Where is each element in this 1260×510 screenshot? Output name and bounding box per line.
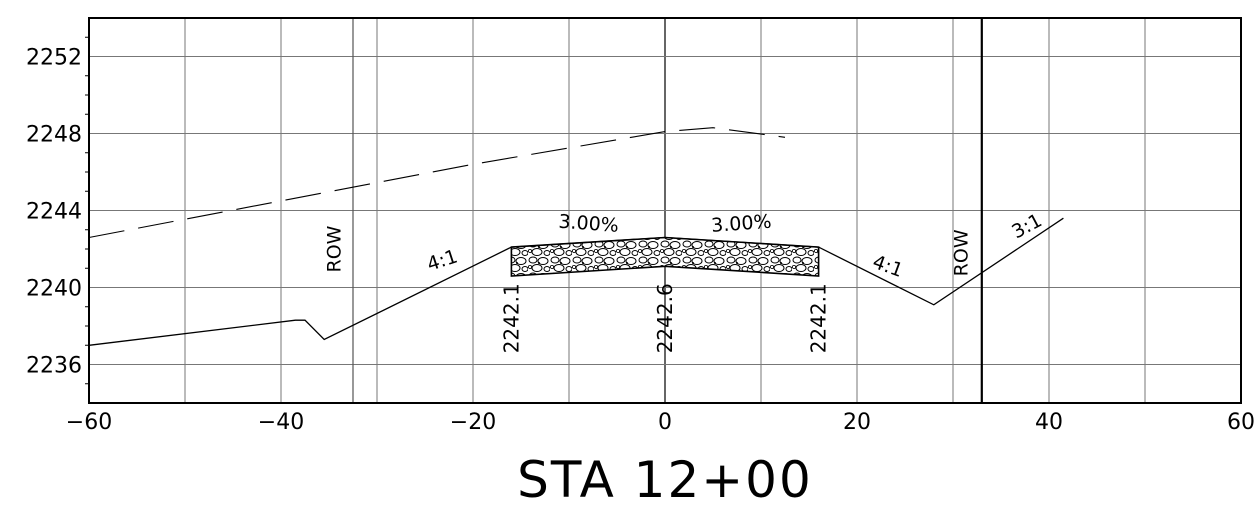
existing-ground-line: [88, 127, 786, 239]
plot-frame: [88, 17, 1242, 404]
y-tick-label: 2244: [26, 200, 82, 225]
proposed-section-line: [88, 217, 1064, 346]
elevation-label: 2242.6: [653, 283, 677, 353]
slope-label: 3:1: [1008, 209, 1045, 243]
x-tick-label: 20: [843, 410, 871, 435]
x-tick-label: −40: [258, 410, 304, 435]
y-tick-label: 2236: [26, 354, 82, 379]
grade-label: 3.00%: [711, 211, 773, 237]
row-lines: [352, 18, 983, 403]
y-tick-label: 2240: [26, 277, 82, 302]
row-label: ROW: [324, 225, 346, 272]
slope-label: 4:1: [424, 245, 460, 275]
x-tick-label: −20: [450, 410, 496, 435]
section-linework: [88, 127, 1064, 346]
row-label: ROW: [950, 229, 972, 276]
grade-label: 3.00%: [558, 211, 620, 237]
slope-label: 4:1: [870, 251, 906, 282]
elevation-label: 2242.1: [499, 283, 523, 353]
annotation-labels: −60 −40 −20 0 20 40 60 2236 2240 2244 2248 2252 ROW R…: [26, 46, 1255, 436]
grid-lines: [85, 18, 1241, 403]
y-tick-label: 2252: [26, 46, 82, 71]
x-tick-label: 60: [1227, 410, 1255, 435]
station-title: STA 12+00: [517, 451, 813, 509]
x-tick-label: 0: [658, 410, 672, 435]
x-tick-label: 40: [1035, 410, 1063, 435]
elevation-label: 2242.1: [807, 283, 831, 353]
x-tick-label: −60: [66, 410, 112, 435]
y-tick-label: 2248: [26, 123, 82, 148]
